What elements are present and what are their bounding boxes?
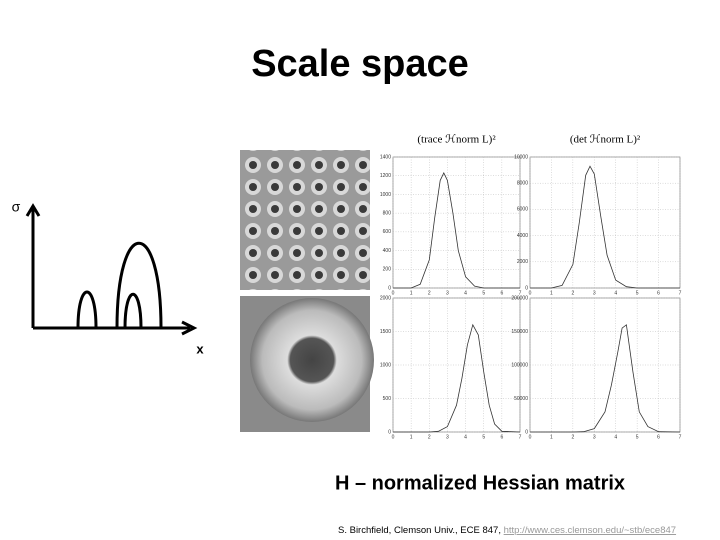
sunflower-field-image: [240, 150, 370, 290]
footer: S. Birchfield, Clemson Univ., ECE 847, h…: [338, 525, 676, 536]
x-tick-label: 5: [482, 290, 485, 296]
x-tick-label: 0: [392, 290, 395, 296]
blob-small: [76, 290, 98, 329]
response-curve: [393, 323, 521, 433]
x-tick-label: 0: [529, 434, 532, 440]
y-tick-label: 2000: [380, 295, 391, 301]
x-tick-label: 5: [636, 434, 639, 440]
x-tick-label: 1: [550, 434, 553, 440]
y-tick-label: 200: [383, 267, 392, 273]
y-tick-label: 2000: [517, 259, 528, 265]
x-tick-label: 1: [410, 290, 413, 296]
y-tick-label: 10000: [514, 154, 528, 160]
x-tick-label: 6: [657, 290, 660, 296]
plot-header: (det ℋnorm L)²: [570, 134, 641, 146]
y-tick-label: 4000: [517, 233, 528, 239]
y-tick-label: 8000: [517, 181, 528, 187]
plot-frame: [529, 156, 681, 289]
y-tick-label: 6000: [517, 207, 528, 213]
x-tick-label: 6: [500, 434, 503, 440]
y-tick-label: 500: [383, 396, 392, 402]
x-tick-label: 3: [593, 434, 596, 440]
plot-header: (trace ℋnorm L)²: [417, 134, 496, 146]
x-tick-label: 5: [482, 434, 485, 440]
x-tick-label: 2: [428, 434, 431, 440]
x-tick-label: 4: [464, 290, 467, 296]
x-tick-label: 1: [410, 434, 413, 440]
x-tick-label: 4: [614, 290, 617, 296]
y-tick-label: 0: [525, 429, 528, 435]
blob-large: [115, 242, 163, 329]
sunflower-closeup: [250, 298, 374, 422]
plot-frame: [392, 156, 521, 289]
y-tick-label: 800: [383, 210, 392, 216]
x-tick-label: 7: [519, 434, 522, 440]
y-tick-label: 0: [388, 285, 391, 291]
x-tick-label: 6: [657, 434, 660, 440]
x-tick-label: 3: [446, 290, 449, 296]
x-tick-label: 7: [519, 290, 522, 296]
y-tick-label: 0: [525, 285, 528, 291]
response-curve: [530, 165, 680, 289]
scale-diagram: [25, 203, 198, 336]
slide-title: Scale space: [251, 43, 469, 85]
y-tick-label: 1000: [380, 362, 391, 368]
x-tick-label: 0: [392, 434, 395, 440]
x-axis: [33, 320, 198, 336]
x-label: x: [196, 341, 204, 356]
y-tick-label: 100000: [511, 362, 528, 368]
footer-link[interactable]: http://www.ces.clemson.edu/~stb/ece847: [504, 525, 676, 536]
x-tick-label: 0: [529, 290, 532, 296]
x-tick-label: 5: [636, 290, 639, 296]
response-curve: [393, 171, 520, 289]
y-tick-label: 150000: [511, 329, 528, 335]
y-tick-label: 200000: [511, 295, 528, 301]
x-tick-label: 2: [428, 290, 431, 296]
x-tick-label: 6: [500, 290, 503, 296]
x-tick-label: 4: [464, 434, 467, 440]
x-tick-label: 3: [593, 290, 596, 296]
footer-text: S. Birchfield, Clemson Univ., ECE 847,: [338, 525, 504, 536]
x-tick-label: 2: [571, 434, 574, 440]
x-tick-label: 7: [679, 290, 682, 296]
y-tick-label: 400: [383, 248, 392, 254]
response-curve: [530, 324, 681, 433]
x-tick-label: 1: [550, 290, 553, 296]
x-tick-label: 3: [446, 434, 449, 440]
y-tick-label: 1500: [380, 329, 391, 335]
y-tick-label: 50000: [514, 396, 528, 402]
y-tick-label: 1200: [380, 173, 391, 179]
blob-small: [123, 293, 143, 329]
x-tick-label: 7: [679, 434, 682, 440]
sigma-label: σ: [12, 199, 21, 215]
y-tick-label: 600: [383, 229, 392, 235]
x-tick-label: 2: [571, 290, 574, 296]
sigma-axis: [25, 203, 41, 328]
y-tick-label: 1400: [380, 154, 391, 160]
caption: H – normalized Hessian matrix: [335, 472, 625, 494]
x-tick-label: 4: [614, 434, 617, 440]
y-tick-label: 1000: [380, 192, 391, 198]
y-tick-label: 0: [388, 429, 391, 435]
